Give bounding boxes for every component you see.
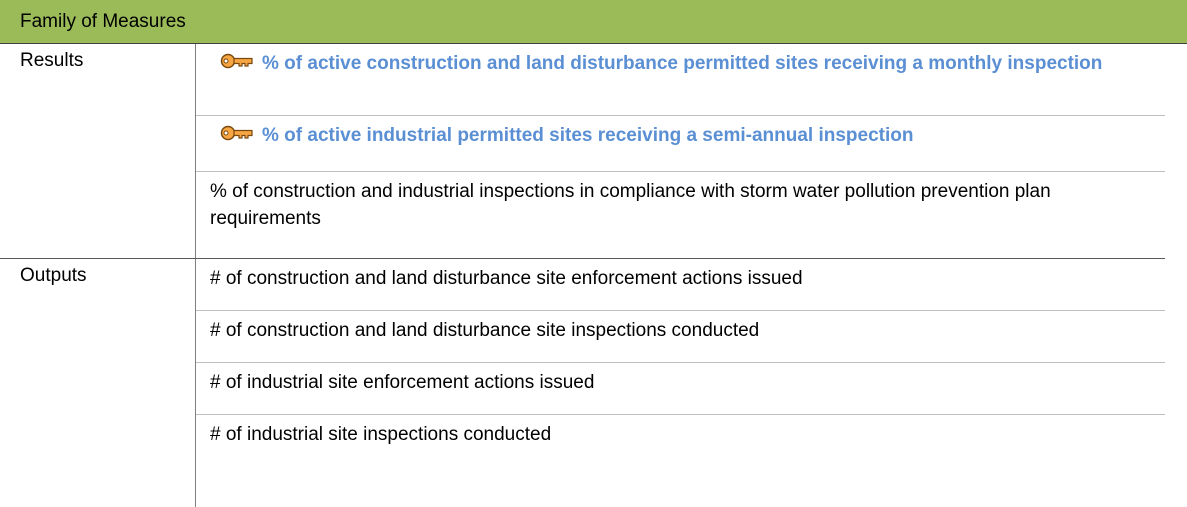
measure-cell: % of active construction and land distur… — [196, 44, 1165, 116]
measure-cell: % of construction and industrial inspect… — [196, 172, 1165, 258]
measure-cell: # of construction and land disturbance s… — [196, 259, 1165, 311]
key-icon — [220, 53, 253, 69]
measure-text: # of industrial site inspections conduct… — [210, 424, 552, 445]
header-title: Family of Measures — [20, 11, 186, 32]
column-divider — [195, 44, 196, 258]
measure-cell: % of active industrial permitted sites r… — [196, 116, 1165, 172]
key-icon — [220, 125, 253, 141]
measure-cell: # of construction and land disturbance s… — [196, 311, 1165, 363]
measure-text: # of construction and land disturbance s… — [210, 268, 803, 289]
measure-text: % of construction and industrial inspect… — [210, 181, 1051, 229]
measure-cell: # of industrial site enforcement actions… — [196, 363, 1165, 415]
measure-text: % of active construction and land distur… — [262, 53, 1103, 74]
section-label: Results — [20, 50, 84, 71]
section: Outputs # of construction and land distur… — [0, 258, 1165, 507]
section-label: Outputs — [20, 265, 87, 286]
measure-text: # of construction and land disturbance s… — [210, 320, 760, 341]
measure-cell: # of industrial site inspections conduct… — [196, 415, 1165, 507]
measure-text: # of industrial site enforcement actions… — [210, 372, 595, 393]
section: Results % of active construction and land… — [0, 44, 1165, 258]
column-divider — [195, 259, 196, 507]
measure-text: % of active industrial permitted sites r… — [262, 125, 914, 146]
header: Family of Measures — [0, 0, 1187, 44]
